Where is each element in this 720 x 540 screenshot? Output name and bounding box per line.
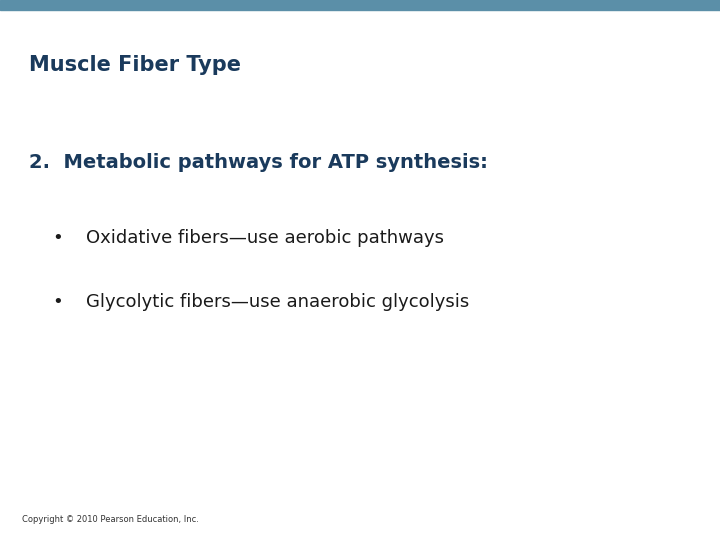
- Text: Glycolytic fibers—use anaerobic glycolysis: Glycolytic fibers—use anaerobic glycolys…: [86, 293, 469, 312]
- Text: •: •: [53, 293, 63, 312]
- Text: Oxidative fibers—use aerobic pathways: Oxidative fibers—use aerobic pathways: [86, 228, 444, 247]
- Text: •: •: [53, 228, 63, 247]
- Text: Copyright © 2010 Pearson Education, Inc.: Copyright © 2010 Pearson Education, Inc.: [22, 515, 199, 524]
- Text: Muscle Fiber Type: Muscle Fiber Type: [29, 55, 240, 75]
- Bar: [0, 0, 720, 10]
- Text: 2.  Metabolic pathways for ATP synthesis:: 2. Metabolic pathways for ATP synthesis:: [29, 152, 487, 172]
